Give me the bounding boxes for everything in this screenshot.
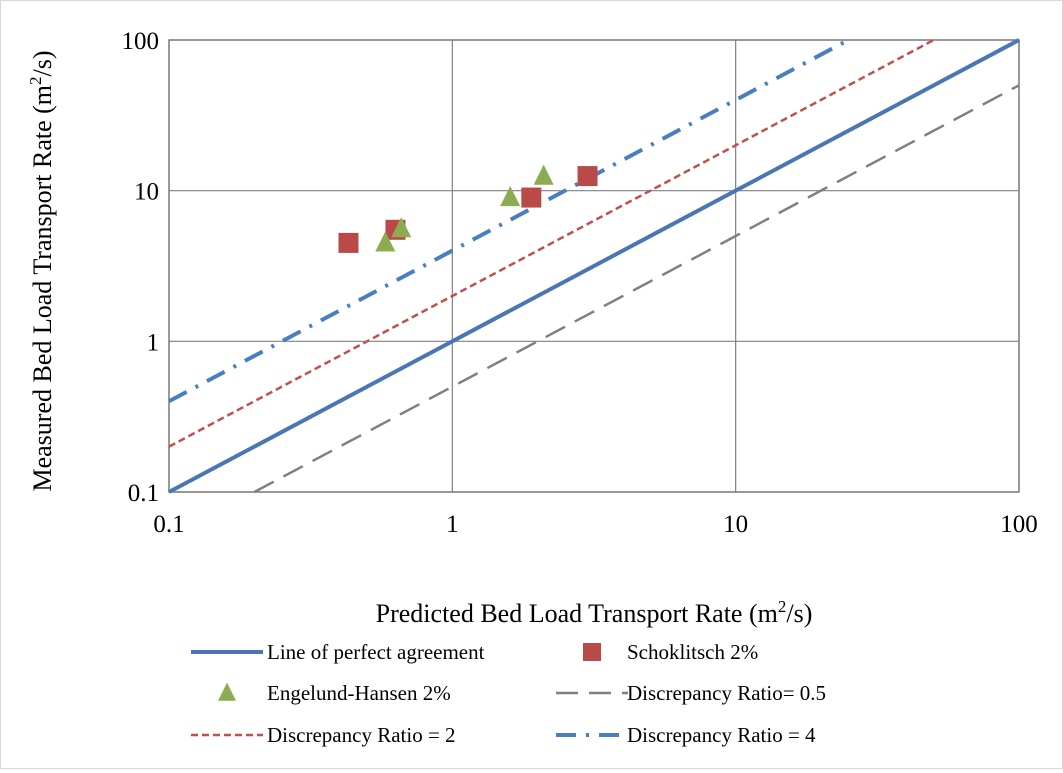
legend-item-line-of-perfect-agreement: Line of perfect agreement [191, 640, 485, 664]
legend-label-engelund-hansen-2: Engelund-Hansen 2% [267, 681, 451, 705]
series-line-discrepancy-ratio-4 [168, 38, 850, 404]
legend-item-discrepancy-ratio-4: Discrepancy Ratio = 4 [556, 723, 816, 747]
point-schoklitsch-2-3 [521, 187, 542, 208]
legend-label-schoklitsch-2: Schoklitsch 2% [627, 640, 758, 664]
series-line-discrepancy-ratio-2 [168, 38, 935, 448]
x-tick-label-1: 1 [446, 511, 459, 538]
plot-area-border [168, 39, 1020, 493]
series-line-line-of-perfect-agreement [168, 38, 1020, 494]
y-tick-label-100: 100 [122, 28, 160, 55]
point-engelund-hansen-2-1 [375, 231, 396, 252]
series-line-discrepancy-ratio-0-5 [253, 84, 1020, 494]
point-engelund-hansen-2-3 [500, 186, 521, 207]
x-tick-label-10: 10 [723, 511, 748, 538]
y-axis-title: Measured Bed Load Transport Rate (m2/s) [26, 50, 57, 491]
point-engelund-hansen-2-2 [391, 217, 412, 238]
point-schoklitsch-2-4 [577, 166, 598, 187]
point-engelund-hansen-2-4 [533, 164, 554, 185]
legend-swatch-schoklitsch-2 [583, 643, 601, 661]
legend-label-discrepancy-ratio-0-5: Discrepancy Ratio= 0.5 [627, 681, 826, 705]
series-layer [168, 38, 1020, 494]
legend: Line of perfect agreement Schoklitsch 2% E… [191, 640, 826, 747]
y-tick-label-0-1: 0.1 [128, 480, 159, 507]
y-tick-label-10: 10 [134, 179, 159, 206]
x-tick-label-100: 100 [1000, 511, 1038, 538]
point-schoklitsch-2-1 [338, 232, 359, 253]
legend-label-line-of-perfect-agreement: Line of perfect agreement [267, 640, 485, 664]
x-axis-title: Predicted Bed Load Transport Rate (m2/s) [376, 597, 813, 628]
legend-swatch-engelund-hansen-2 [218, 682, 236, 701]
legend-item-discrepancy-ratio-0-5: Discrepancy Ratio= 0.5 [556, 681, 826, 705]
legend-item-schoklitsch-2: Schoklitsch 2% [583, 640, 758, 664]
x-tick-label-0-1: 0.1 [153, 511, 184, 538]
legend-label-discrepancy-ratio-4: Discrepancy Ratio = 4 [627, 723, 816, 747]
legend-item-discrepancy-ratio-2: Discrepancy Ratio = 2 [191, 723, 456, 747]
tick-labels: 0.1 1 10 100 0.1 1 10 100 [122, 28, 1038, 538]
legend-label-discrepancy-ratio-2: Discrepancy Ratio = 2 [267, 723, 456, 747]
legend-item-engelund-hansen-2: Engelund-Hansen 2% [218, 681, 451, 705]
y-tick-label-1: 1 [147, 329, 160, 356]
